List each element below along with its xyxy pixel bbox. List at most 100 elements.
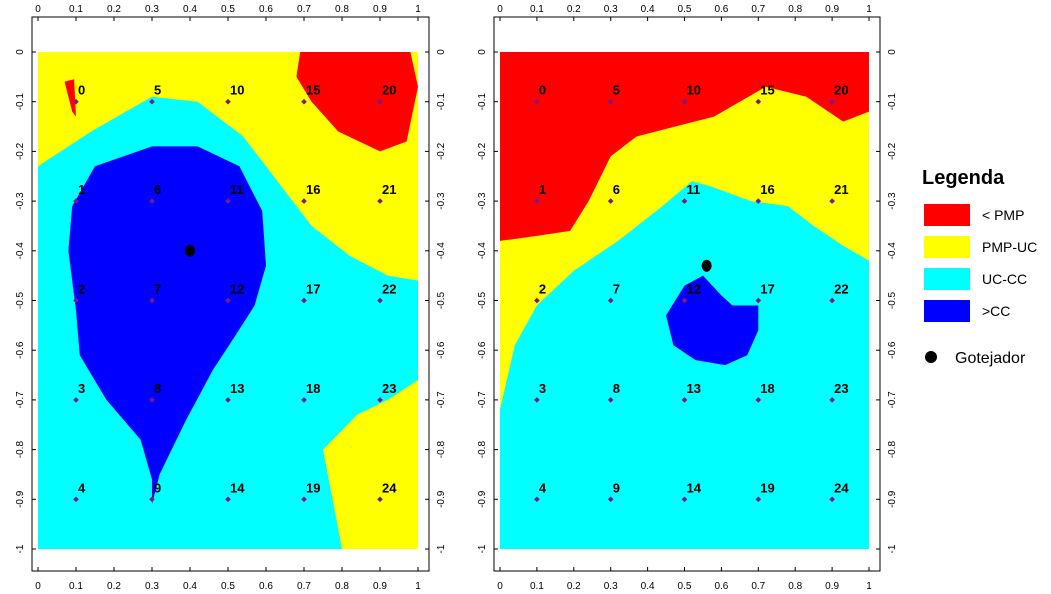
sample-point-label-9: 9 [613,480,620,495]
sample-point-label-1: 1 [78,182,85,197]
sample-point-label-7: 7 [613,282,620,297]
y-tick-label-left: 0 [477,49,488,55]
y-tick-label-left: -0.5 [15,291,26,309]
x-tick-label-top: 0.8 [335,4,349,15]
sample-point-17 [301,297,307,304]
y-tick-label-left: -0.7 [15,391,26,409]
sample-point-12 [681,297,688,304]
sample-point-label-22: 22 [834,282,848,297]
y-tick-label-left: -1 [15,544,26,553]
sample-point-label-4: 4 [78,480,86,495]
sample-point-label-14: 14 [230,480,245,495]
sample-point-18 [755,397,762,403]
sample-point-14 [681,496,688,503]
sample-point-label-18: 18 [760,381,774,396]
y-tick-label-right: -0.1 [887,93,898,111]
x-tick-label-bottom: 0.3 [145,581,159,592]
y-tick-label-right: -0.6 [436,341,447,359]
y-tick-label-right: -1 [887,544,898,553]
sample-point-2 [534,297,540,304]
sample-point-label-22: 22 [382,282,396,297]
x-tick-label-bottom: 0.9 [373,581,387,592]
legend-dripper-label: Gotejador [955,350,1026,367]
legend-title: Legenda [922,167,1005,189]
sample-point-label-24: 24 [382,480,397,495]
x-tick-label-bottom: 0.2 [567,581,581,592]
sample-point-label-14: 14 [687,480,702,495]
sample-point-4 [73,496,79,503]
x-tick-label-bottom: 0.9 [825,581,839,592]
y-tick-label-left: -0.2 [15,142,26,160]
x-tick-label-bottom: 0.7 [297,581,311,592]
x-tick-label-top: 0.5 [221,4,235,15]
legend-swatch-pmp-uc [924,236,970,258]
sample-point-label-18: 18 [306,381,320,396]
y-tick-label-left: -0.9 [15,490,26,508]
x-tick-label-bottom: 0.5 [221,581,235,592]
sample-point-13 [225,397,231,403]
legend-label-pmp-uc: PMP-UC [982,239,1037,255]
y-tick-label-right: -0.2 [887,142,898,160]
x-tick-label-top: 0.3 [145,4,159,15]
sample-point-19 [755,496,762,503]
sample-point-label-23: 23 [834,381,848,396]
y-tick-label-right: -0.6 [887,341,898,359]
sample-point-18 [301,397,307,403]
x-tick-label-bottom: 0.8 [788,581,802,592]
x-tick-label-bottom: 0.4 [183,581,197,592]
sample-point-label-13: 13 [687,381,701,396]
y-tick-label-left: -0.7 [477,391,488,409]
sample-point-23 [377,397,383,403]
zone-pmp [296,52,418,152]
x-tick-label-top: 0.8 [788,4,802,15]
sample-point-22 [377,297,383,304]
x-tick-label-top: 0.2 [567,4,581,15]
sample-point-label-21: 21 [834,182,848,197]
x-tick-label-bottom: 0.7 [751,581,765,592]
y-tick-label-left: -0.3 [15,192,26,210]
sample-point-20 [377,98,383,105]
x-tick-label-top: 0.2 [107,4,121,15]
y-tick-label-left: 0 [15,49,26,55]
sample-point-5 [149,98,155,105]
y-tick-label-right: -0.3 [436,192,447,210]
sample-point-label-5: 5 [154,83,161,98]
sample-point-label-10: 10 [230,83,244,98]
x-tick-label-top: 0.9 [825,4,839,15]
y-tick-label-left: -0.8 [15,441,26,459]
sample-point-10 [681,98,688,105]
x-tick-label-bottom: 0.1 [69,581,83,592]
x-tick-label-top: 0.9 [373,4,387,15]
plot-frame [493,16,881,572]
legend-label-pmp: < PMP [982,207,1024,223]
y-tick-label-right: -0.4 [436,242,447,260]
sample-point-0 [73,98,79,105]
y-tick-label-right: -0.8 [887,441,898,459]
sample-point-15 [301,98,307,105]
sample-point-17 [755,297,762,304]
x-tick-label-top: 0.1 [69,4,83,15]
sample-point-label-24: 24 [834,480,849,495]
sample-point-label-0: 0 [539,83,546,98]
y-tick-label-left: -0.5 [477,291,488,309]
legend-swatch-pmp [924,204,970,226]
y-tick-label-left: -0.3 [477,192,488,210]
x-tick-label-bottom: 0.6 [259,581,273,592]
sample-point-16 [755,198,762,204]
sample-point-0 [534,98,540,105]
sample-point-13 [681,397,688,403]
x-tick-label-top: 0.6 [714,4,728,15]
y-tick-label-left: -0.6 [477,341,488,359]
sample-point-3 [534,397,540,403]
x-tick-label-bottom: 0.2 [107,581,121,592]
y-tick-label-right: 0 [887,49,898,55]
sample-point-21 [377,198,383,204]
sample-point-label-20: 20 [382,83,396,98]
sample-point-20 [829,98,835,105]
x-tick-label-top: 0.4 [183,4,197,15]
x-tick-label-top: 0.1 [530,4,544,15]
sample-point-label-5: 5 [613,83,620,98]
sample-point-19 [301,496,307,503]
sample-point-6 [607,198,614,204]
